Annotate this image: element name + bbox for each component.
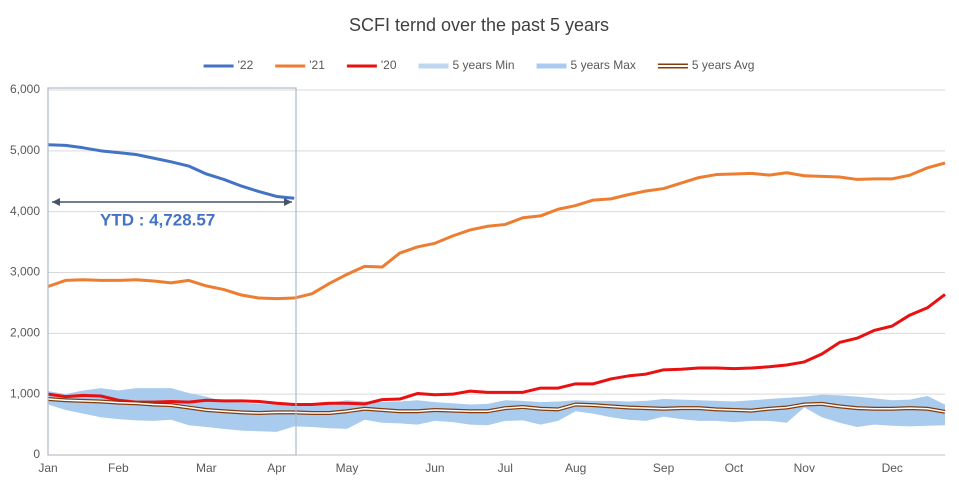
x-tick-label: Apr <box>267 461 286 475</box>
legend: '22 '21 '20 5 years Min 5 years Max 5 years A… <box>203 58 754 72</box>
legend-item: '21 <box>275 58 325 72</box>
x-tick-label: Jul <box>498 461 513 475</box>
y-tick-label: 0 <box>33 447 40 461</box>
x-tick-label: May <box>336 461 359 475</box>
x-tick-label: Jan <box>38 461 57 475</box>
legend-item: 5 years Max <box>536 58 636 72</box>
lines <box>47 143 946 416</box>
y-tick-label: 2,000 <box>10 326 40 340</box>
x-tick-label: Oct <box>725 461 744 475</box>
legend-label: '20 <box>381 58 397 72</box>
x-tick-label: Nov <box>794 461 815 475</box>
series-line <box>47 143 295 200</box>
series-line <box>47 293 946 407</box>
y-tick-label: 3,000 <box>10 265 40 279</box>
x-tick-label: Aug <box>565 461 586 475</box>
series-line-inner <box>47 398 946 414</box>
legend-item: '22 <box>203 58 254 72</box>
x-tick-label: Jun <box>425 461 444 475</box>
legend-label: 5 years Min <box>453 58 515 72</box>
legend-item: '20 <box>346 58 397 72</box>
legend-label: 5 years Avg <box>692 58 754 72</box>
y-tick-label: 4,000 <box>10 204 40 218</box>
axis: 0 1,000 2,000 3,000 4,000 5,000 6,000 Jan Feb Mar… <box>10 82 945 475</box>
legend-item: 5 years Min <box>418 58 515 72</box>
x-tick-label: Sep <box>653 461 675 475</box>
x-tick-label: Mar <box>196 461 217 475</box>
legend-label: '22 <box>238 58 254 72</box>
legend-item: 5 years Avg <box>657 58 754 72</box>
y-tick-label: 6,000 <box>10 82 40 96</box>
annotation: YTD : 4,728.57 <box>100 210 215 229</box>
x-tick-label: Feb <box>108 461 129 475</box>
y-tick-label: 5,000 <box>10 143 40 157</box>
chart-title: SCFI ternd over the past 5 years <box>349 15 609 35</box>
series-line <box>47 161 946 301</box>
x-tick-label: Dec <box>882 461 903 475</box>
legend-label: '21 <box>309 58 325 72</box>
legend-label: 5 years Max <box>571 58 636 72</box>
y-tick-label: 1,000 <box>10 386 40 400</box>
grid <box>48 89 945 456</box>
